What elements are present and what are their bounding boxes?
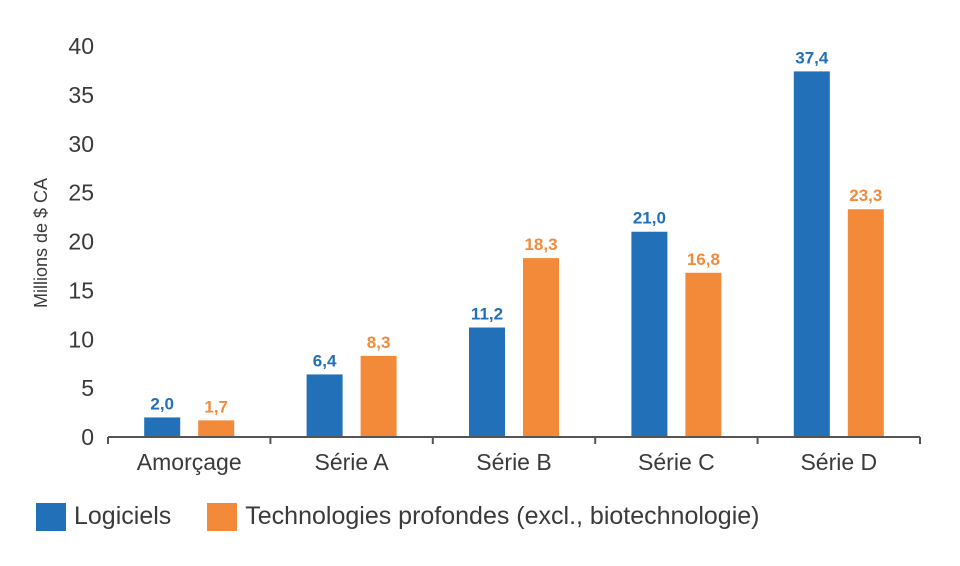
bar bbox=[523, 258, 559, 437]
x-tick-label: Série A bbox=[315, 449, 390, 475]
data-label: 2,0 bbox=[150, 394, 174, 413]
data-label: 23,3 bbox=[849, 186, 882, 205]
data-label: 16,8 bbox=[687, 250, 720, 269]
legend-swatch-technologies-profondes bbox=[207, 502, 238, 531]
x-tick-label: Série C bbox=[638, 449, 715, 475]
y-tick-label: 0 bbox=[81, 424, 94, 450]
y-tick-label: 15 bbox=[68, 277, 94, 303]
x-tick-label: Série D bbox=[800, 449, 877, 475]
y-tick-label: 35 bbox=[68, 82, 94, 108]
bar bbox=[306, 374, 343, 437]
y-tick-label: 30 bbox=[68, 131, 94, 157]
bar bbox=[469, 327, 505, 437]
y-tick-label: 20 bbox=[68, 229, 94, 255]
y-tick-label: 10 bbox=[68, 326, 94, 352]
data-label: 11,2 bbox=[471, 305, 503, 324]
y-axis-label: Millions de $ CA bbox=[31, 178, 51, 308]
x-tick-label: Amorçage bbox=[137, 449, 242, 475]
legend: Logiciels Technologies profondes (excl.,… bbox=[36, 502, 796, 531]
bar bbox=[847, 209, 884, 437]
bar bbox=[144, 417, 181, 437]
legend-label-logiciels: Logiciels bbox=[74, 502, 172, 530]
bar bbox=[631, 231, 668, 437]
y-tick-label: 5 bbox=[81, 375, 94, 401]
data-label: 8,3 bbox=[367, 333, 391, 352]
data-label: 1,7 bbox=[204, 397, 228, 416]
legend-item-technologies-profondes: Technologies profondes (excl., biotechno… bbox=[207, 502, 760, 531]
legend-item-logiciels: Logiciels bbox=[36, 502, 171, 531]
data-label: 37,4 bbox=[795, 48, 829, 67]
bar bbox=[198, 420, 235, 437]
data-label: 6,4 bbox=[313, 351, 337, 370]
data-label: 21,0 bbox=[633, 209, 666, 228]
legend-label-technologies-profondes: Technologies profondes (excl., biotechno… bbox=[245, 502, 760, 530]
legend-swatch-logiciels bbox=[36, 502, 66, 531]
bar bbox=[685, 272, 722, 437]
x-tick-label: Série B bbox=[476, 449, 551, 475]
bar bbox=[793, 71, 830, 437]
y-tick-label: 25 bbox=[68, 180, 94, 206]
y-tick-label: 40 bbox=[68, 33, 94, 59]
data-label: 18,3 bbox=[524, 235, 557, 254]
bar bbox=[360, 355, 397, 437]
